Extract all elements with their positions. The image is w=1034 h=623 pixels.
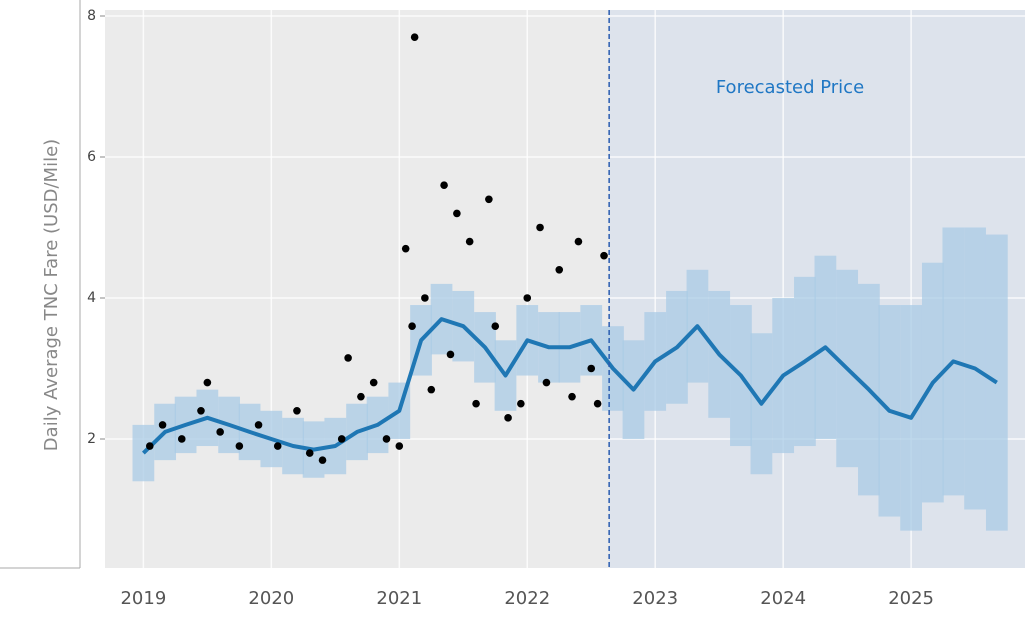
x-tick-label: 2023 [632,588,678,609]
observed-point [145,442,154,450]
observed-point [523,294,532,302]
observed-point [197,406,205,415]
observed-point [216,428,224,436]
observed-point [344,354,352,362]
observed-point [587,364,596,373]
observed-point [337,435,346,443]
observed-point [574,237,583,246]
observed-point [305,449,314,457]
observed-point [485,195,493,204]
observed-point [465,237,474,246]
uncertainty-band [132,424,155,482]
observed-point [254,421,263,429]
y-tick-label: 4 [87,290,96,306]
observed-point [395,442,404,450]
observed-point [600,251,608,260]
observed-point [421,294,429,302]
observed-point [318,456,327,464]
observed-point [440,181,448,189]
observed-point [453,209,461,218]
observed-point [427,385,436,394]
observed-point [357,392,365,401]
y-axis-label: Daily Average TNC Fare (USD/Mile) [41,139,62,451]
observed-point [410,33,419,41]
x-tick-label: 2020 [248,588,294,609]
y-tick-label: 2 [87,431,96,447]
uncertainty-band [985,234,1008,531]
observed-point [504,414,512,422]
observed-point [536,223,544,232]
observed-point [177,435,186,443]
y-tick-label: 8 [87,8,96,24]
observed-point [382,435,391,443]
annotation: Forecasted Price [716,77,864,98]
observed-point [555,265,564,274]
observed-point [408,322,416,330]
observed-point [446,350,455,359]
observed-point [568,392,576,401]
observed-point [491,322,500,330]
observed-point [472,399,480,408]
x-tick-label: 2025 [888,588,934,609]
x-tick-label: 2024 [760,588,806,609]
observed-point [517,399,525,408]
observed-point [203,378,212,387]
observed-point [593,399,602,408]
forecast-line [142,317,998,455]
x-tick-label: 2019 [120,588,166,609]
y-tick-label: 6 [87,149,96,165]
observed-point [293,406,301,415]
observed-point [273,442,282,450]
observed-point [235,442,244,450]
observed-point [401,244,410,253]
observed-point [158,421,167,429]
observed-point [542,378,551,387]
observed-point [369,378,378,387]
x-tick-label: 2021 [376,588,422,609]
x-tick-label: 2022 [504,588,550,609]
